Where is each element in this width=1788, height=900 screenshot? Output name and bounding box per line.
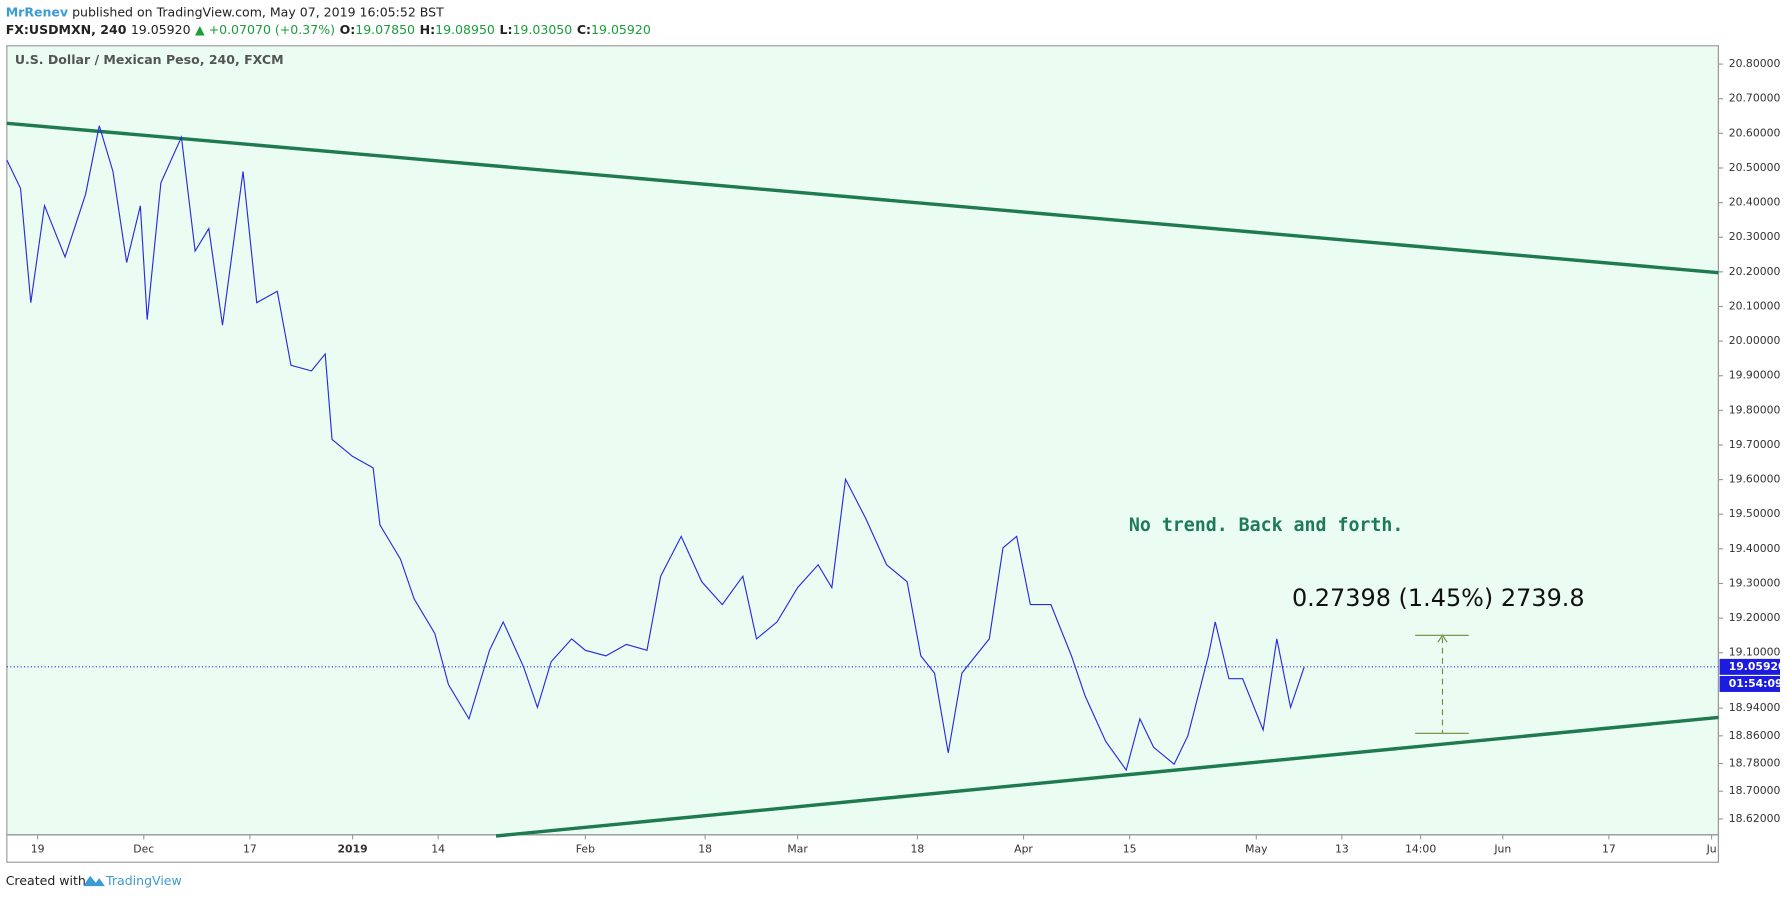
y-tick-label: 19.40000 (1729, 542, 1781, 555)
marks (6, 63, 1724, 840)
y-tick-label: 19.50000 (1729, 507, 1781, 520)
header-line-2: FX:USDMXN, 240 19.05920 ▲ +0.07070 (+0.3… (6, 21, 651, 36)
plot-area (6, 45, 1720, 836)
price-line (6, 125, 1305, 772)
ohlc-value: 19.08950 (435, 21, 495, 36)
y-tick-label: 19.70000 (1729, 438, 1781, 451)
y-tick-label: 18.62000 (1729, 812, 1781, 825)
author: MrRenev (6, 4, 68, 19)
y-tick-label: 19.60000 (1729, 473, 1781, 486)
y-tick-label: 19.90000 (1729, 369, 1781, 382)
x-tick-label: 13 (1335, 843, 1349, 856)
x-tick-label: May (1245, 843, 1268, 856)
x-tick-label: Dec (133, 843, 154, 856)
y-tick-label: 18.86000 (1729, 729, 1781, 742)
x-tick-label: 18 (698, 843, 712, 856)
x-tick-label: Feb (576, 843, 595, 856)
y-tick-label: 18.94000 (1729, 701, 1781, 714)
footer-created: Created with (6, 873, 86, 888)
annotation-text: No trend. Back and forth. (1129, 515, 1403, 536)
symbol: FX:USDMXN, 240 (6, 21, 127, 36)
footer-logo (83, 875, 105, 887)
y-tick-label: 19.10000 (1729, 646, 1781, 659)
measure-label: 0.27398 (1.45%) 2739.8 (1292, 584, 1585, 612)
x-tick-label: 15 (1123, 843, 1137, 856)
ohlc-label: O: (340, 21, 356, 36)
trend-line-upper (6, 121, 1719, 275)
y-tick-label: 19.30000 (1729, 576, 1781, 589)
x-tick-label: Mar (787, 843, 808, 856)
x-tick-label: 19 (31, 843, 45, 856)
published: published on TradingView.com, May 07, 20… (72, 4, 444, 19)
countdown-label: 01:54:09 (1729, 677, 1783, 690)
y-tick-label: 19.20000 (1729, 611, 1781, 624)
y-tick-label: 18.70000 (1729, 784, 1781, 797)
last-price-box (1719, 658, 1781, 675)
y-tick-label: 20.60000 (1729, 126, 1781, 139)
x-tick-label: 14:00 (1405, 843, 1436, 856)
change: ▲ +0.07070 (+0.37%) (195, 21, 335, 36)
chart-title: U.S. Dollar / Mexican Peso, 240, FXCM (15, 52, 284, 67)
footer-brand: TradingView (105, 873, 182, 888)
x-tick-label: Ju (1706, 843, 1717, 856)
x-tick-label: 18 (911, 843, 925, 856)
y-tick-label: 20.50000 (1729, 161, 1781, 174)
y-tick-label: 20.80000 (1729, 57, 1781, 70)
x-axis-box (6, 834, 1720, 863)
ohlc-label: L: (499, 21, 512, 36)
last-price-label: 19.05920 (1729, 660, 1786, 673)
y-tick-label: 20.30000 (1729, 230, 1781, 243)
ohlc: O:19.07850 H:19.08950 L:19.03050 C:19.05920 (340, 21, 651, 36)
y-tick-label: 20.40000 (1729, 196, 1781, 209)
measure-arrow (1437, 634, 1448, 643)
x-tick-label: Jun (1493, 843, 1511, 856)
x-tick-label: Apr (1014, 843, 1033, 856)
price: 19.05920 (131, 21, 191, 36)
ohlc-label: C: (577, 21, 591, 36)
x-tick-label: 17 (1602, 843, 1616, 856)
trend-line-lower (495, 715, 1719, 838)
y-tick-label: 20.00000 (1729, 334, 1781, 347)
y-tick-label: 20.70000 (1729, 92, 1781, 105)
y-tick-label: 20.20000 (1729, 265, 1781, 278)
x-tick-label: 14 (431, 843, 445, 856)
y-tick-label: 19.80000 (1729, 403, 1781, 416)
ohlc-value: 19.07850 (355, 21, 415, 36)
y-tick-label: 20.10000 (1729, 299, 1781, 312)
x-tick-label: 2019 (338, 843, 368, 856)
header-line-1: MrRenev published on TradingView.com, Ma… (6, 4, 444, 19)
ohlc-value: 19.05920 (591, 21, 651, 36)
x-tick-label: 17 (243, 843, 257, 856)
countdown-box (1719, 675, 1781, 692)
y-tick-label: 18.78000 (1729, 757, 1781, 770)
ohlc-label: H: (420, 21, 436, 36)
ohlc-value: 19.03050 (512, 21, 572, 36)
